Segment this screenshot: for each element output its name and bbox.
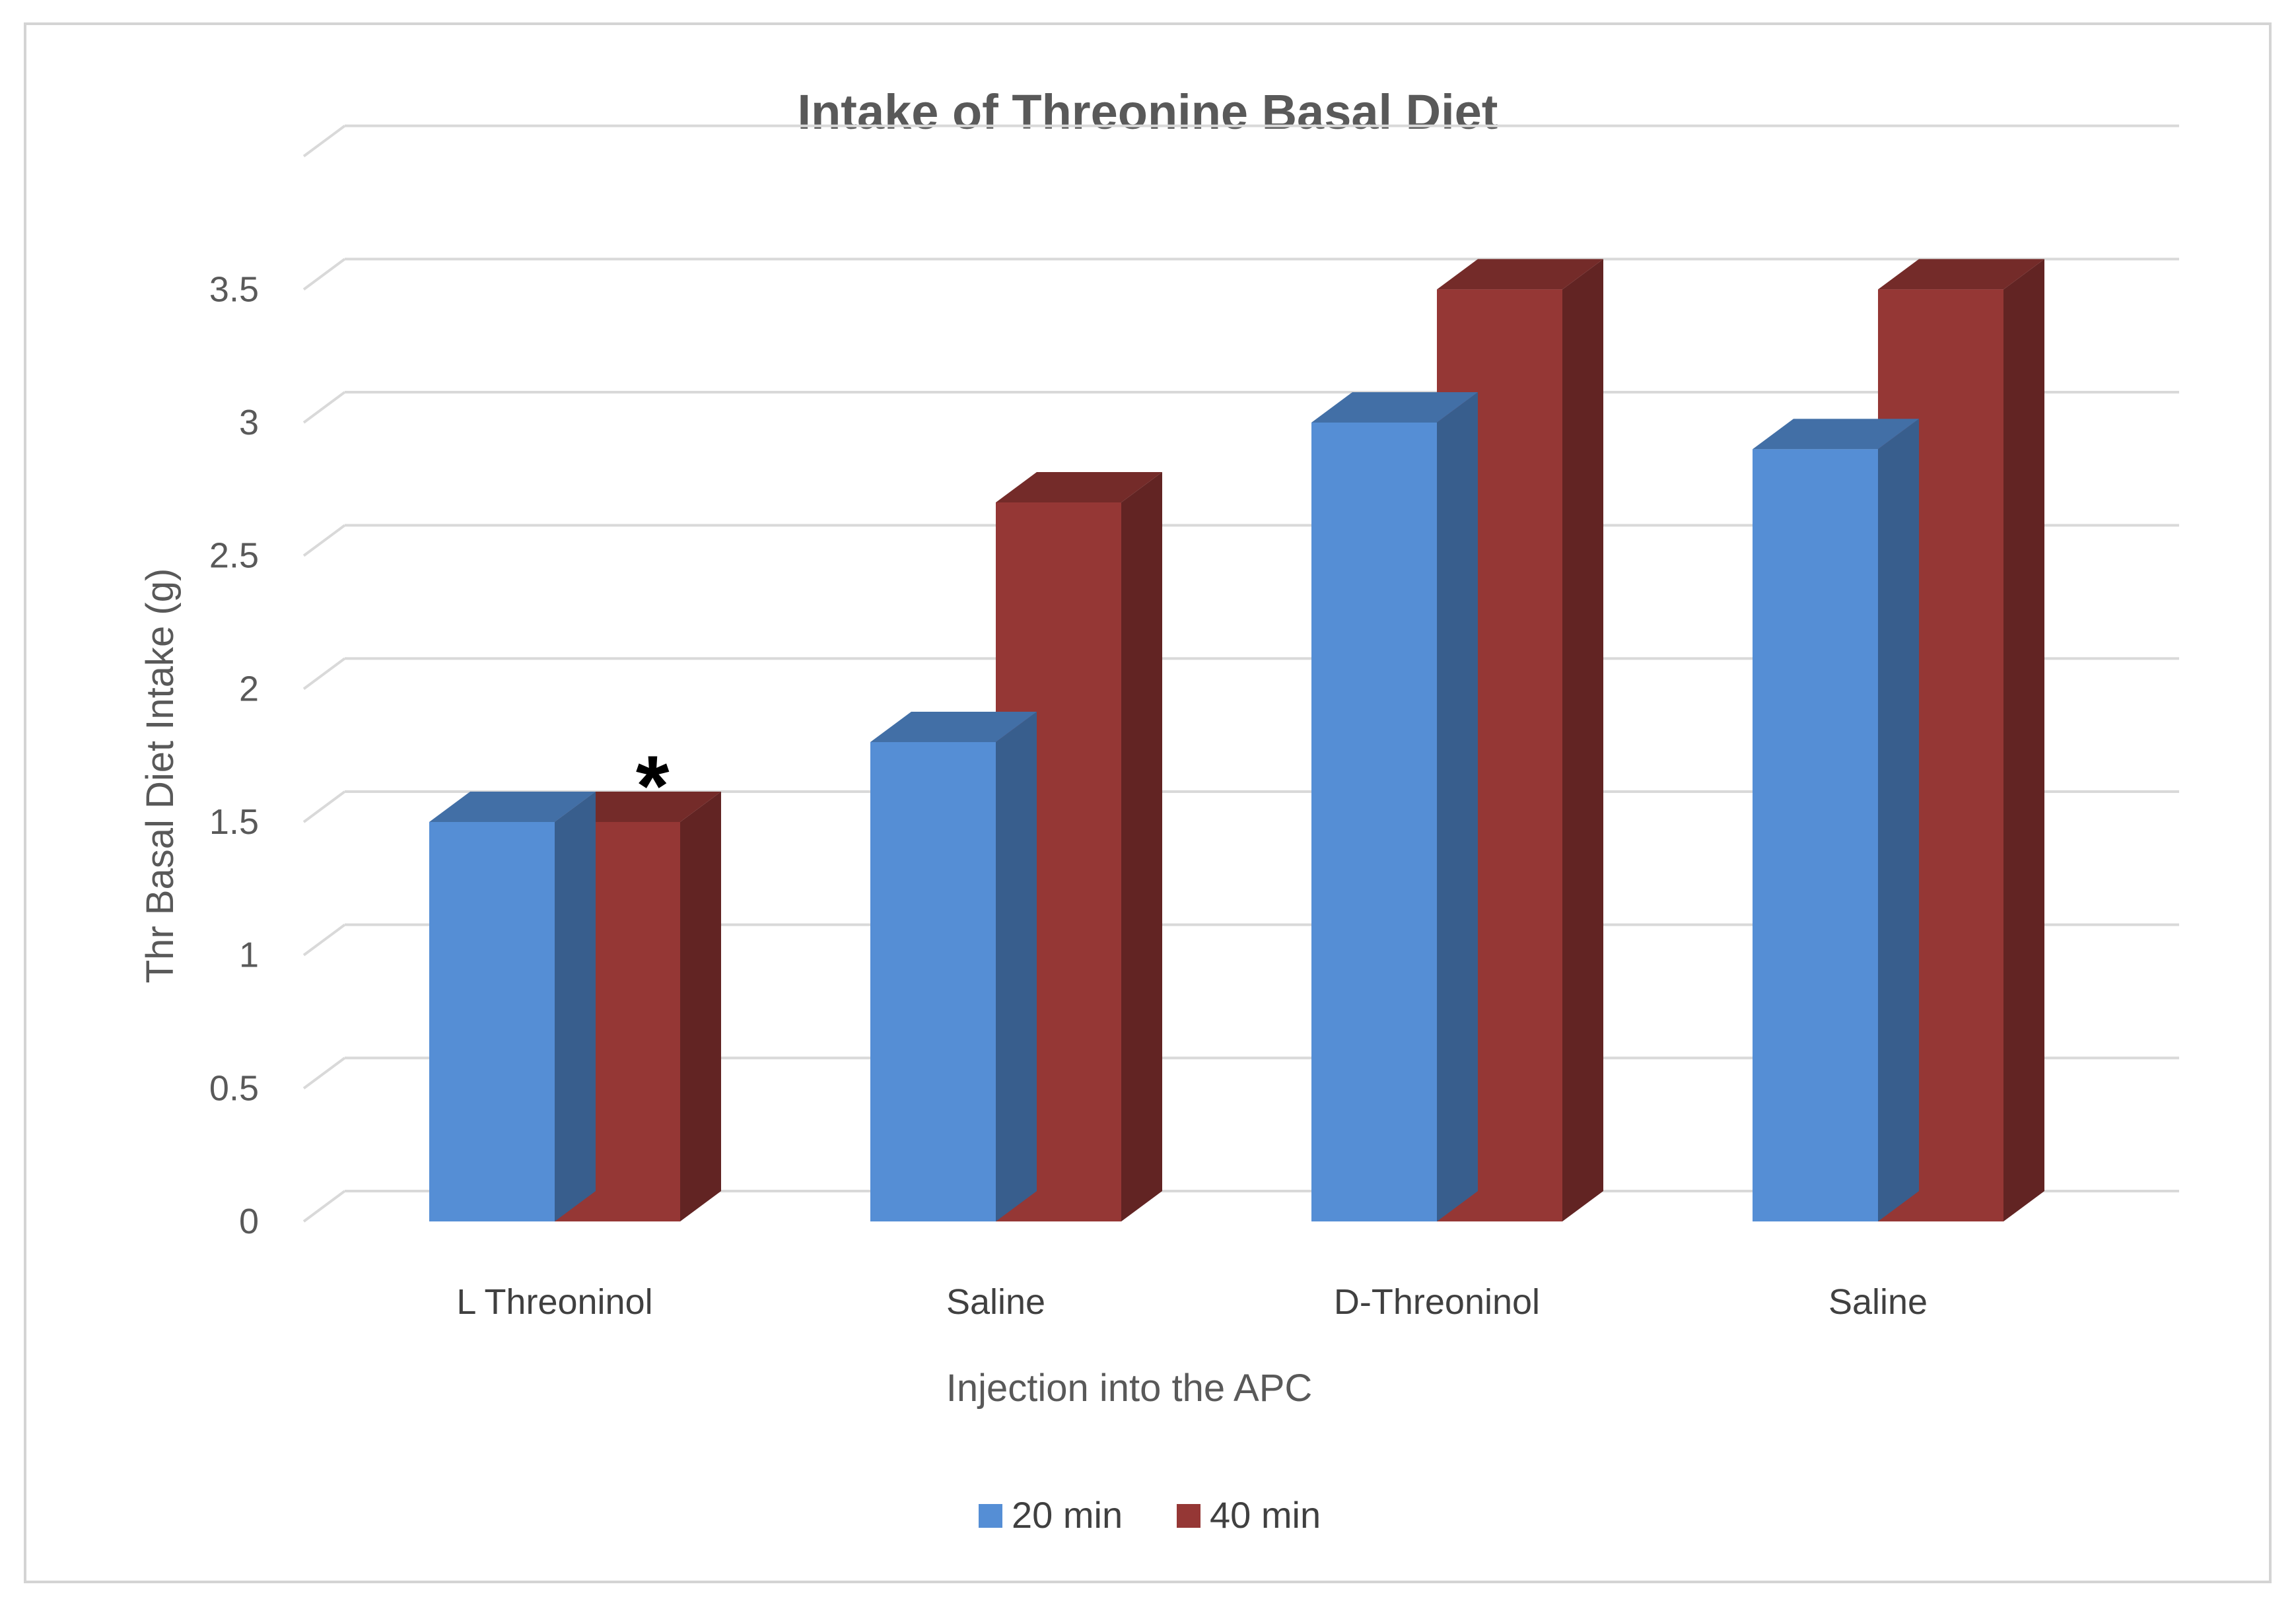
bar-side bbox=[1562, 259, 1603, 1221]
bar-front bbox=[870, 742, 996, 1221]
bar-side bbox=[996, 712, 1037, 1221]
bar-20-min-2 bbox=[1311, 392, 1478, 1221]
legend: 20 min 40 min bbox=[979, 1494, 1321, 1536]
x-category-label: D-Threoninol bbox=[1334, 1282, 1540, 1322]
bar-top bbox=[429, 792, 596, 822]
bar-side bbox=[1437, 392, 1478, 1221]
legend-swatch bbox=[979, 1504, 1002, 1528]
bar-side bbox=[1121, 472, 1162, 1221]
gridline-depth bbox=[302, 924, 346, 957]
gridline-depth bbox=[302, 657, 346, 690]
x-axis-categories: L Threoninol Saline D-Threoninol Saline bbox=[456, 1282, 1928, 1322]
bar-front bbox=[1311, 423, 1437, 1221]
gridline-depth bbox=[302, 125, 346, 158]
gridline-depth bbox=[302, 1190, 346, 1223]
y-tick-label: 2 bbox=[239, 669, 259, 708]
x-axis-title: Injection into the APC bbox=[946, 1367, 1313, 1410]
bar-20-min-0 bbox=[429, 792, 596, 1221]
gridline-depth bbox=[302, 391, 346, 424]
bar-top bbox=[1311, 392, 1478, 423]
y-tick-label: 1 bbox=[239, 936, 259, 975]
y-tick-label: 2.5 bbox=[209, 536, 259, 576]
legend-swatch bbox=[1177, 1504, 1200, 1528]
bar-top bbox=[555, 792, 721, 822]
bar-side bbox=[2003, 259, 2044, 1221]
gridline-depth bbox=[302, 790, 346, 823]
chart-title: Intake of Threonine Basal Diet bbox=[798, 85, 1498, 139]
y-tick-label: 0.5 bbox=[209, 1068, 259, 1108]
y-tick-label: 3.5 bbox=[209, 269, 259, 309]
x-category-label: L Threoninol bbox=[456, 1282, 652, 1322]
bar-front bbox=[1753, 449, 1878, 1222]
significance-asterisk: * bbox=[636, 737, 670, 834]
y-axis-title: Thr Basal Diet Intake (g) bbox=[139, 568, 182, 984]
bar-20-min-1 bbox=[870, 712, 1037, 1221]
gridline-depth bbox=[302, 524, 346, 557]
bar-top bbox=[1753, 419, 1919, 450]
bar-side bbox=[555, 792, 596, 1221]
bar-side bbox=[680, 792, 721, 1221]
annotations: * bbox=[636, 737, 670, 834]
y-axis-ticks: 0 0.5 1 1.5 2 2.5 3 3.5 bbox=[209, 269, 259, 1241]
bar-20-min-3 bbox=[1753, 419, 1919, 1222]
bar-top bbox=[1878, 259, 2044, 290]
legend-label: 40 min bbox=[1210, 1494, 1321, 1536]
bar-top bbox=[996, 472, 1162, 502]
bars bbox=[429, 259, 2044, 1222]
bar-front bbox=[429, 822, 555, 1221]
bar-side bbox=[1878, 419, 1919, 1222]
bar-top bbox=[870, 712, 1037, 742]
y-tick-label: 1.5 bbox=[209, 802, 259, 842]
x-category-label: Saline bbox=[946, 1282, 1045, 1322]
y-tick-label: 3 bbox=[239, 403, 259, 442]
y-tick-label: 0 bbox=[239, 1202, 259, 1241]
legend-label: 20 min bbox=[1012, 1494, 1123, 1536]
bar-top bbox=[1437, 259, 1603, 290]
gridline-depth bbox=[302, 1056, 346, 1089]
x-category-label: Saline bbox=[1828, 1282, 1928, 1322]
gridline-depth bbox=[302, 257, 346, 291]
